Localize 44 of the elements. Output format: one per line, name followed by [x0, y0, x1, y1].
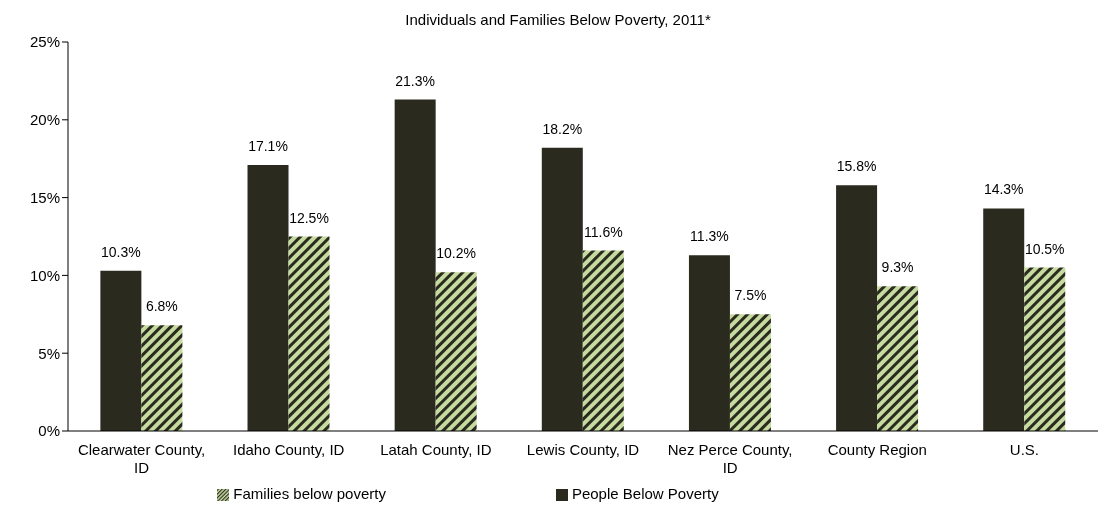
data-label: 17.1%	[248, 137, 288, 154]
legend-label: Families below poverty	[233, 485, 386, 502]
data-label: 10.3%	[101, 243, 141, 260]
x-tick-label: Latah County, ID	[380, 441, 492, 458]
data-label: 15.8%	[836, 158, 877, 175]
data-label: 9.3%	[881, 259, 914, 276]
bar	[435, 272, 477, 431]
bar	[541, 147, 583, 431]
x-tick-label: U.S.	[1009, 441, 1040, 458]
data-label: 10.2%	[436, 245, 477, 262]
chart-title: Individuals and Families Below Poverty, 2011*	[404, 10, 712, 30]
data-label: 14.3%	[983, 181, 1024, 198]
bar	[1024, 267, 1066, 431]
y-tick-label: 15%	[29, 188, 60, 206]
y-tick-label: 5%	[38, 344, 60, 362]
bar	[247, 164, 289, 431]
x-tick-label: Lewis County, ID	[526, 441, 640, 458]
data-label: 11.3%	[690, 228, 729, 245]
data-label: 18.2%	[542, 120, 583, 137]
data-label: 6.8%	[145, 298, 178, 315]
legend-label: People Below Poverty	[571, 485, 719, 502]
y-tick-label: 20%	[29, 111, 60, 129]
x-tick-label: Idaho County, ID	[232, 441, 345, 458]
bar	[836, 185, 878, 431]
bar	[983, 208, 1025, 431]
data-label: 7.5%	[734, 287, 767, 304]
x-tick-label: County Region	[827, 441, 927, 458]
x-tick-label: Clearwater County, ID	[77, 441, 206, 476]
bar	[141, 325, 183, 431]
data-label: 12.5%	[289, 209, 329, 226]
bar	[100, 270, 142, 431]
bar	[688, 255, 730, 431]
data-label: 10.5%	[1024, 240, 1065, 257]
y-tick-label: 10%	[29, 266, 60, 284]
y-tick-label: 25%	[29, 33, 60, 51]
data-label: 21.3%	[395, 72, 436, 89]
data-label: 11.6%	[583, 223, 623, 240]
y-tick-label: 0%	[38, 422, 60, 440]
bar	[729, 314, 771, 431]
bar	[288, 236, 330, 431]
bar	[582, 250, 624, 431]
x-tick-label: Nez Perce County, ID	[667, 441, 793, 476]
bar	[394, 99, 436, 431]
bar	[877, 286, 919, 431]
